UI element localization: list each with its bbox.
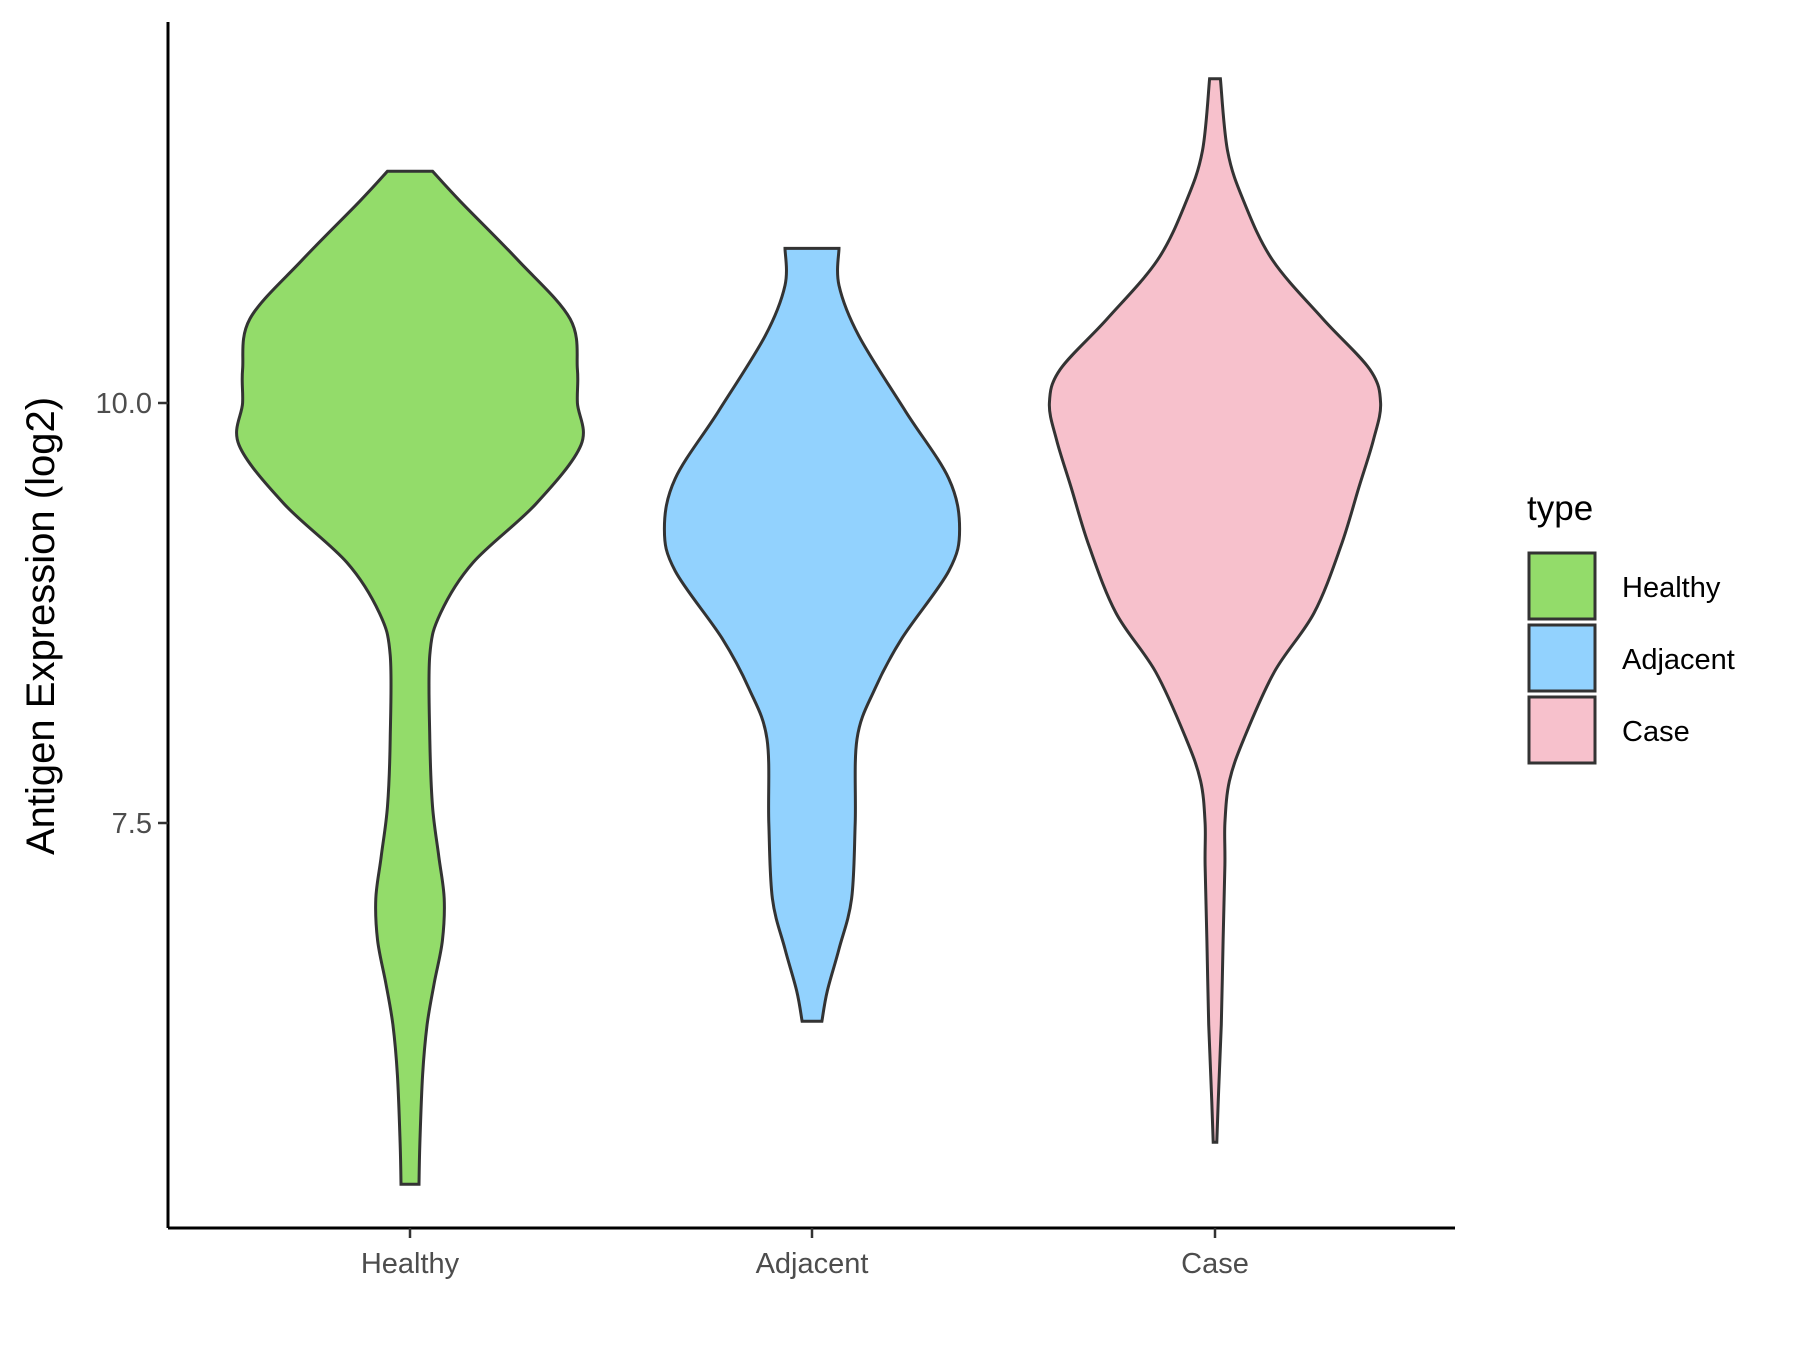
legend-title: type <box>1527 489 1593 528</box>
legend-key-adjacent <box>1527 623 1597 693</box>
legend-label-healthy: Healthy <box>1622 572 1721 604</box>
y-tick-label: 7.5 <box>112 808 152 840</box>
x-tick-label-healthy: Healthy <box>361 1248 460 1280</box>
y-tick-label: 10.0 <box>96 388 152 420</box>
y-ticks: 7.5 10.0 <box>96 388 168 840</box>
y-axis-title: Antigen Expression (log2) <box>19 397 63 855</box>
violins-layer <box>235 77 1383 1186</box>
violin-case <box>1047 77 1383 1144</box>
violin-healthy <box>235 169 585 1186</box>
legend-key-case <box>1527 695 1597 765</box>
x-tick-label-case: Case <box>1181 1248 1249 1280</box>
legend-label-case: Case <box>1622 716 1690 748</box>
x-ticks: Healthy Adjacent Case <box>361 1228 1249 1280</box>
legend: type Healthy Adjacent Case <box>1527 489 1735 765</box>
legend-key-healthy <box>1527 551 1597 621</box>
legend-label-adjacent: Adjacent <box>1622 644 1735 676</box>
violin-adjacent <box>662 246 962 1023</box>
x-tick-label-adjacent: Adjacent <box>756 1248 869 1280</box>
